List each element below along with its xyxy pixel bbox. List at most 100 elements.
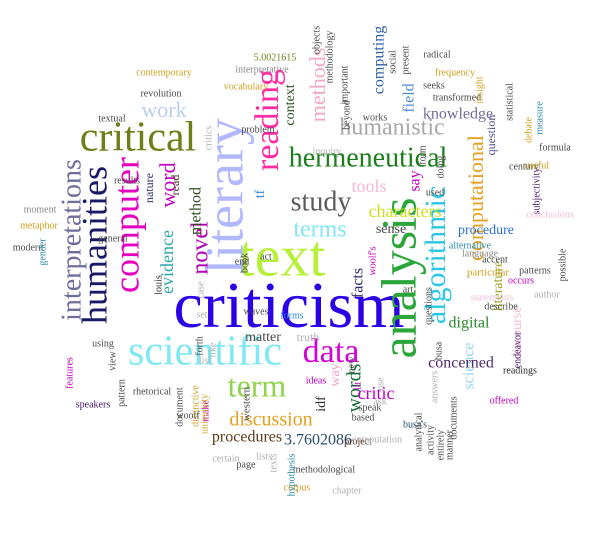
cloud-word: book — [239, 253, 250, 273]
cloud-word: endeavor — [512, 331, 523, 368]
cloud-word: discussion — [229, 409, 312, 431]
cloud-word: chapter — [332, 485, 362, 496]
cloud-word: distinctive — [190, 385, 201, 427]
cloud-word: question — [484, 115, 498, 156]
cloud-word: method — [188, 187, 205, 235]
cloud-word: patterns — [519, 265, 551, 276]
cloud-word: results — [114, 175, 140, 186]
cloud-word: inquiry — [313, 146, 342, 157]
cloud-word: vocabulary — [224, 81, 268, 92]
cloud-word: literary — [194, 118, 254, 274]
cloud-word: interpretative — [235, 64, 289, 75]
cloud-word: gender — [37, 238, 48, 266]
cloud-word: activity — [425, 425, 436, 455]
cloud-word: radical — [423, 49, 450, 60]
cloud-word: conclusions — [526, 209, 573, 220]
cloud-word: humanities — [74, 166, 114, 324]
cloud-word: based — [352, 412, 375, 423]
cloud-word: present — [400, 45, 411, 74]
cloud-word: procedures — [212, 429, 282, 446]
cloud-word: measure — [534, 101, 545, 135]
cloud-word: term — [228, 367, 287, 403]
cloud-word: language — [462, 248, 499, 259]
cloud-word: read — [168, 175, 182, 196]
cloud-word: documents — [448, 396, 459, 439]
cloud-word: document — [174, 387, 185, 427]
cloud-word: forth — [194, 336, 205, 355]
cloud-word: busa — [433, 341, 444, 360]
cloud-word: contemporary — [136, 67, 192, 78]
cloud-word: view — [107, 351, 118, 371]
cloud-word: set — [196, 309, 207, 320]
cloud-word: field — [401, 83, 418, 112]
cloud-word: truth — [297, 330, 320, 344]
cloud-word: speak — [359, 402, 382, 413]
cloud-word: forms — [280, 310, 303, 321]
cloud-word: describe — [484, 301, 518, 312]
cloud-word: computation — [352, 434, 402, 445]
cloud-word: century — [509, 161, 539, 172]
cloud-word: seeks — [423, 80, 445, 91]
cloud-word: 5.0021615 — [254, 52, 297, 63]
cloud-word: transformed — [433, 92, 481, 103]
cloud-word: word — [155, 162, 180, 207]
cloud-word: form — [417, 145, 428, 165]
cloud-word: humanistic — [339, 115, 444, 141]
cloud-word: frequency — [435, 67, 475, 78]
cloud-word: end — [235, 256, 249, 267]
cloud-word: novel — [188, 221, 214, 275]
cloud-word: analysis — [370, 197, 426, 358]
cloud-word: insight — [474, 76, 485, 103]
cloud-word: list — [199, 355, 211, 366]
cloud-word: lists — [256, 451, 272, 462]
cloud-word: woolf — [176, 410, 200, 421]
cloud-word: answers — [429, 371, 440, 403]
cloud-word: words — [344, 363, 366, 412]
cloud-word: statements — [471, 292, 513, 303]
cloud-word: revolution — [140, 88, 181, 99]
cloud-word: text — [239, 223, 326, 288]
cloud-word: certain — [212, 453, 239, 464]
cloud-word: ask — [373, 396, 386, 407]
cloud-word: western — [241, 386, 253, 421]
cloud-word: speakers — [76, 399, 111, 410]
cloud-word: 3.7602086 — [284, 432, 352, 449]
cloud-word: louis — [153, 275, 164, 295]
cloud-word: new — [346, 356, 357, 373]
cloud-word: scientific — [128, 329, 282, 375]
cloud-word: using — [92, 338, 114, 349]
cloud-word: tools — [351, 176, 386, 196]
cloud-word: digital — [449, 315, 490, 332]
cloud-word: criticism — [174, 269, 405, 342]
cloud-word: features — [64, 357, 75, 389]
cloud-word: works — [363, 112, 388, 123]
cloud-word: texts — [268, 453, 279, 472]
cloud-word: study — [291, 186, 352, 217]
cloud-word: ideas — [306, 375, 327, 386]
cloud-word: used — [426, 187, 444, 198]
cloud-word: terms — [293, 217, 346, 243]
cloud-word: computing — [371, 26, 388, 94]
cloud-word: modern — [13, 242, 44, 253]
cloud-word: critic — [358, 383, 395, 403]
cloud-word: project — [344, 436, 372, 447]
cloud-word: occurs — [508, 275, 534, 286]
cloud-word: analytical — [413, 412, 424, 451]
cloud-word: tf — [253, 189, 268, 198]
cloud-word: computer — [106, 157, 146, 293]
cloud-word: important — [339, 65, 350, 104]
cloud-word: metaphor — [20, 220, 58, 231]
cloud-word: objects — [311, 26, 322, 54]
cloud-word: evidence — [157, 230, 177, 294]
cloud-word: interpretations — [56, 159, 87, 321]
cloud-word: page — [237, 459, 256, 470]
cloud-word: discourse — [510, 307, 525, 360]
cloud-word: accent — [482, 254, 508, 265]
cloud-word: nature — [142, 173, 156, 203]
cloud-word: concerned — [428, 355, 494, 372]
cloud-word: useful — [525, 160, 550, 171]
cloud-word: make — [200, 400, 211, 422]
cloud-word: characters — [369, 201, 442, 221]
cloud-word: general — [98, 233, 128, 244]
